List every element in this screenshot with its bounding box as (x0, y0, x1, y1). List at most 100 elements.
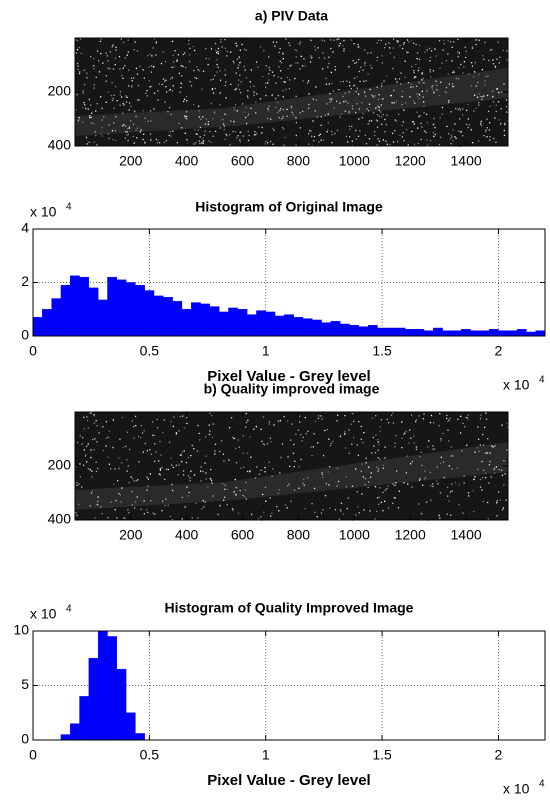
speckle (484, 75, 487, 77)
histogram-bar (377, 327, 387, 337)
speckle (381, 82, 383, 85)
speckle (473, 478, 475, 481)
speckle (91, 122, 93, 124)
speckle (370, 120, 373, 122)
speckle (270, 515, 272, 517)
x-tick-label: 200 (119, 527, 143, 543)
speckle (239, 489, 241, 492)
speckle (89, 505, 91, 507)
speckle (138, 99, 140, 101)
speckle (295, 95, 297, 97)
speckle (205, 118, 207, 120)
histogram-bar (395, 327, 406, 337)
speckle (506, 59, 508, 61)
speckle (410, 86, 412, 88)
speckle (376, 120, 379, 122)
speckle (127, 39, 129, 41)
speckle (99, 40, 102, 43)
speckle (184, 117, 187, 119)
speckle (217, 513, 219, 516)
speckle (410, 463, 412, 465)
speckle (197, 517, 199, 519)
speckle (228, 459, 230, 461)
speckle (147, 120, 149, 122)
speckle (245, 481, 247, 484)
speckle (349, 128, 351, 130)
speckle (126, 431, 128, 433)
speckle (415, 419, 417, 421)
speckle (338, 38, 340, 40)
histogram-bar (107, 636, 117, 741)
speckle (224, 84, 226, 87)
speckle (481, 98, 483, 101)
speckle (457, 38, 459, 41)
speckle (410, 414, 413, 416)
speckle (455, 107, 457, 110)
speckle (423, 105, 425, 107)
speckle (326, 103, 328, 105)
speckle (384, 489, 386, 491)
speckle (170, 457, 172, 459)
speckle (90, 122, 92, 124)
speckle (294, 77, 296, 80)
speckle (358, 421, 360, 423)
speckle (237, 512, 240, 514)
speckle (282, 52, 284, 54)
speckle (242, 494, 244, 497)
speckle (501, 509, 504, 511)
histogram-bar (340, 323, 350, 337)
speckle (95, 110, 97, 112)
histogram-bar (107, 276, 117, 337)
speckle (350, 88, 352, 90)
histogram-bar (498, 330, 508, 337)
speckle (479, 123, 482, 125)
histogram-bar (488, 329, 499, 337)
speckle (283, 81, 285, 83)
speckle (125, 445, 127, 448)
y-tick-label: 10 (13, 622, 29, 638)
speckle (216, 63, 218, 66)
speckle (486, 118, 488, 120)
speckle (154, 513, 156, 515)
speckle (121, 74, 123, 77)
speckle (423, 101, 425, 103)
speckle (489, 105, 491, 107)
speckle (200, 118, 202, 120)
speckle (337, 480, 340, 483)
histogram-bar (386, 327, 397, 337)
speckle (444, 91, 446, 93)
speckle (118, 467, 120, 470)
speckle (243, 466, 245, 468)
histogram-bar (358, 326, 369, 337)
speckle (242, 135, 244, 137)
speckle (357, 135, 360, 137)
speckle (504, 124, 506, 126)
speckle (82, 90, 84, 92)
speckle (155, 41, 157, 43)
speckle (126, 96, 128, 98)
speckle (234, 104, 237, 106)
histogram-bar (42, 309, 52, 337)
speckle (246, 470, 249, 473)
speckle (449, 417, 451, 420)
speckle (401, 437, 403, 439)
speckle (236, 137, 238, 139)
speckle (361, 102, 363, 104)
speckle (186, 100, 188, 102)
speckle (447, 429, 450, 432)
speckle (340, 113, 342, 115)
speckle (418, 97, 420, 100)
speckle (324, 495, 327, 497)
speckle (466, 109, 468, 112)
speckle (238, 446, 240, 448)
speckle (405, 472, 407, 474)
histogram-bar (79, 696, 90, 741)
speckle (353, 43, 355, 45)
speckle (155, 451, 157, 453)
speckle (159, 468, 161, 470)
speckle (133, 437, 135, 439)
speckle (506, 111, 508, 113)
histogram-bar (237, 309, 248, 337)
speckle (502, 507, 504, 509)
speckle (95, 134, 97, 137)
